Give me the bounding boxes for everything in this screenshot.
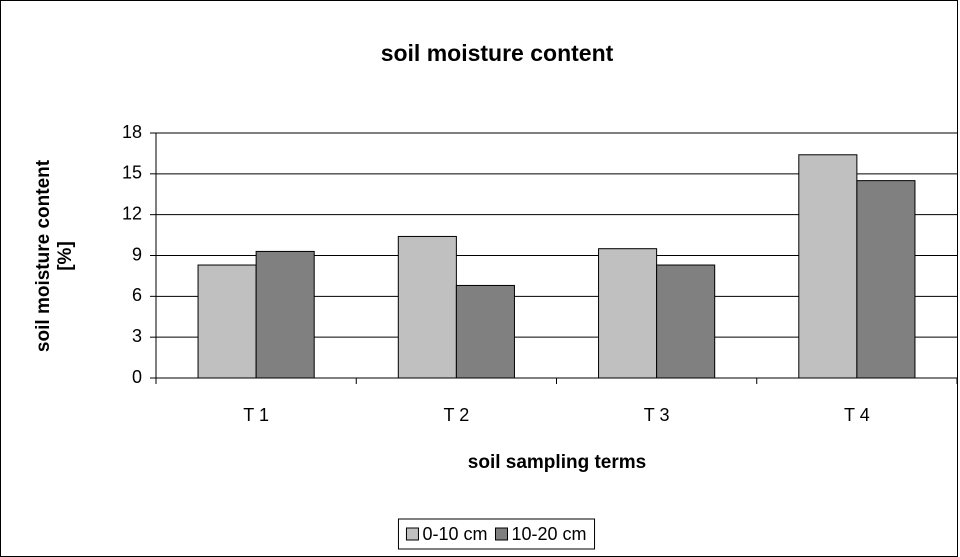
x-axis-label: soil sampling terms: [468, 452, 646, 473]
bar: [455, 284, 515, 379]
y-tick-label: 12: [122, 203, 142, 223]
x-tick-label: T 4: [844, 405, 870, 425]
bar: [656, 264, 716, 379]
y-tick-label: 6: [132, 285, 142, 305]
y-axis-label-line: soil moisture content: [33, 159, 54, 352]
x-tick-label: T 2: [444, 405, 470, 425]
x-tick-label: T 1: [243, 405, 269, 425]
y-tick-label: 15: [122, 163, 142, 183]
y-tick-label: 3: [132, 326, 142, 346]
legend-label: 10-20 cm: [511, 524, 586, 544]
bar: [598, 248, 658, 379]
bar: [798, 154, 858, 379]
chart-title: soil moisture content: [381, 40, 614, 66]
bar: [856, 180, 916, 379]
y-tick-label: 0: [132, 367, 142, 387]
x-tick-label: T 3: [644, 405, 670, 425]
y-axis-label-line: [%]: [55, 241, 76, 271]
legend-swatch: [494, 527, 508, 541]
y-axis-label: soil moisture content [%]: [33, 159, 76, 352]
legend-label: 0-10 cm: [422, 524, 487, 544]
bar: [397, 235, 457, 379]
y-tick-label: 9: [132, 244, 142, 264]
y-tick-label: 18: [122, 122, 142, 142]
legend-swatch: [405, 527, 419, 541]
bar: [197, 264, 257, 379]
bar: [255, 250, 315, 379]
